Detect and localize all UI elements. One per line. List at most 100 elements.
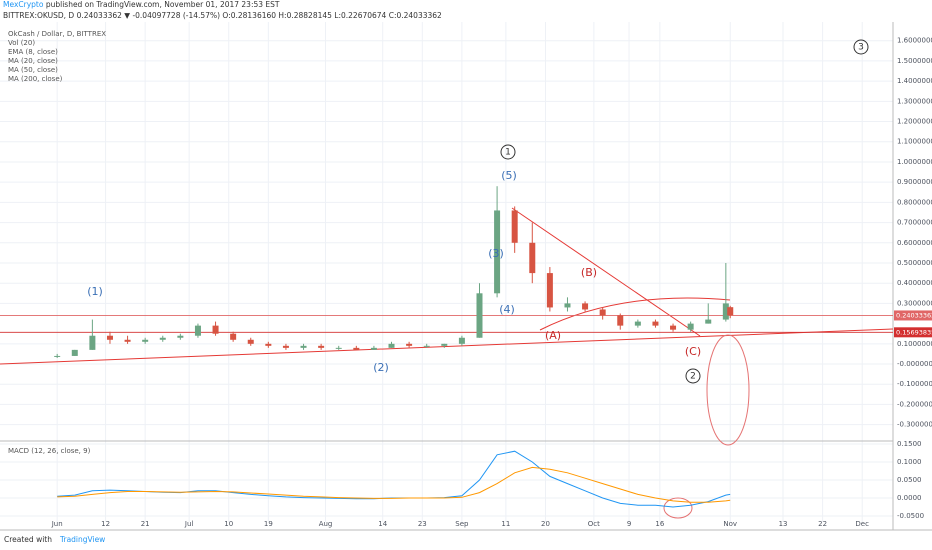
wave-label: (4)	[499, 303, 515, 316]
grid	[0, 22, 893, 522]
footer-brand[interactable]: TradingView	[59, 535, 105, 544]
indicator-label: Vol (20)	[8, 39, 35, 47]
y-tick-label: 0.40000000	[897, 279, 932, 287]
y-tick-label: 1.60000000	[897, 37, 932, 45]
y-tick-label: 0.30000000	[897, 299, 932, 307]
trend-line	[511, 207, 701, 337]
candle-body	[727, 307, 734, 316]
candle-body	[388, 343, 395, 348]
y-tick-label: 1.50000000	[897, 57, 932, 65]
candle-body	[529, 242, 536, 274]
x-tick-label: 21	[141, 520, 150, 528]
wave-circle	[853, 39, 869, 55]
candle-body	[705, 319, 712, 324]
wave-label: (5)	[501, 169, 517, 182]
candle-body	[282, 345, 289, 348]
indicator-label: MA (200, close)	[8, 75, 63, 83]
x-tick-label: 12	[101, 520, 110, 528]
support-level-label: 0.15693835	[896, 328, 932, 336]
candle-body	[423, 345, 430, 347]
candle-body	[194, 325, 201, 336]
y-tick-label: -0.30000000	[897, 421, 932, 429]
candle-body	[722, 303, 729, 320]
wave-label: 2	[690, 372, 696, 382]
wave-label: (2)	[373, 361, 389, 374]
macd-tick-label: 0.0500	[897, 476, 922, 484]
candle-body	[634, 321, 641, 326]
header-line: MexCrypto published on TradingView.com, …	[3, 0, 280, 9]
indicator-label: OkCash / Dollar, D, BITTREX	[8, 30, 106, 38]
wave-label: (A)	[545, 329, 561, 342]
x-tick-label: 14	[378, 520, 387, 528]
candle-body	[247, 339, 254, 344]
y-tick-label: 0.60000000	[897, 239, 932, 247]
candle-body	[71, 349, 78, 356]
wave-circle	[685, 368, 701, 384]
candle-body	[335, 347, 342, 349]
candle-body	[617, 315, 624, 326]
candle-body	[582, 303, 589, 310]
candle-body	[599, 309, 606, 316]
macd-tick-label: 0.1500	[897, 440, 922, 448]
x-tick-label: Nov	[723, 520, 737, 528]
last-price-tag	[894, 310, 932, 321]
candle-body	[406, 343, 413, 346]
candle-body	[564, 303, 571, 308]
macd-tick-label: 0.1000	[897, 458, 922, 466]
author[interactable]: MexCrypto	[3, 0, 44, 9]
candle-body	[230, 333, 237, 340]
y-tick-label: -0.00000000	[897, 360, 932, 368]
indicator-label: EMA (8, close)	[8, 48, 58, 56]
y-tick-label: 0.10000000	[897, 340, 932, 348]
candle-body	[142, 339, 149, 342]
y-tick-label: -0.10000000	[897, 380, 932, 388]
candle-body	[89, 335, 96, 350]
x-tick-label: Oct	[588, 520, 600, 528]
candle-body	[212, 325, 219, 334]
candle-body	[546, 273, 553, 308]
last-price-label: 0.24033362	[896, 311, 932, 319]
candle-body	[370, 347, 377, 350]
macd-title: MACD (12, 26, close, 9)	[8, 447, 91, 455]
candle-body	[494, 210, 501, 294]
y-tick-label: 0.90000000	[897, 178, 932, 186]
candle-body	[300, 345, 307, 348]
x-tick-label: 10	[224, 520, 233, 528]
candle-body	[265, 343, 272, 346]
wave-label: (1)	[87, 285, 103, 298]
candle-body	[124, 339, 131, 342]
y-tick-label: 1.40000000	[897, 77, 932, 85]
macd-circle	[663, 497, 693, 519]
published: published on TradingView.com, November 0…	[46, 0, 280, 9]
candle-body	[458, 337, 465, 344]
candle-body	[511, 210, 518, 243]
wave-label: (3)	[488, 247, 504, 260]
x-tick-label: Sep	[455, 520, 469, 528]
indicator-label: MA (50, close)	[8, 66, 58, 74]
x-tick-label: 9	[627, 520, 631, 528]
x-tick-label: 20	[541, 520, 550, 528]
wave-circle	[500, 144, 516, 160]
symbol-line: BITTREX:OKUSD, D 0.24033362 ▼ -0.0409772…	[3, 11, 442, 20]
y-tick-label: 1.30000000	[897, 97, 932, 105]
x-tick-label: Jul	[184, 520, 194, 528]
macd-tick-label: 0.0000	[897, 494, 922, 502]
ma-curve	[539, 297, 731, 331]
y-tick-label: -0.20000000	[897, 400, 932, 408]
macd-tick-label: -0.0500	[897, 512, 924, 520]
candle-body	[177, 335, 184, 338]
y-tick-label: 0.70000000	[897, 219, 932, 227]
y-tick-label: 0.50000000	[897, 259, 932, 267]
wave-label: (B)	[581, 266, 597, 279]
channel-line	[0, 328, 894, 365]
x-tick-label: 22	[818, 520, 827, 528]
support-level-tag	[894, 327, 932, 338]
y-tick-label: 1.10000000	[897, 138, 932, 146]
x-tick-label: Dec	[855, 520, 869, 528]
x-tick-label: 23	[418, 520, 427, 528]
x-tick-label: 13	[779, 520, 788, 528]
volume-circle	[706, 334, 750, 446]
wave-label: 3	[858, 43, 864, 53]
